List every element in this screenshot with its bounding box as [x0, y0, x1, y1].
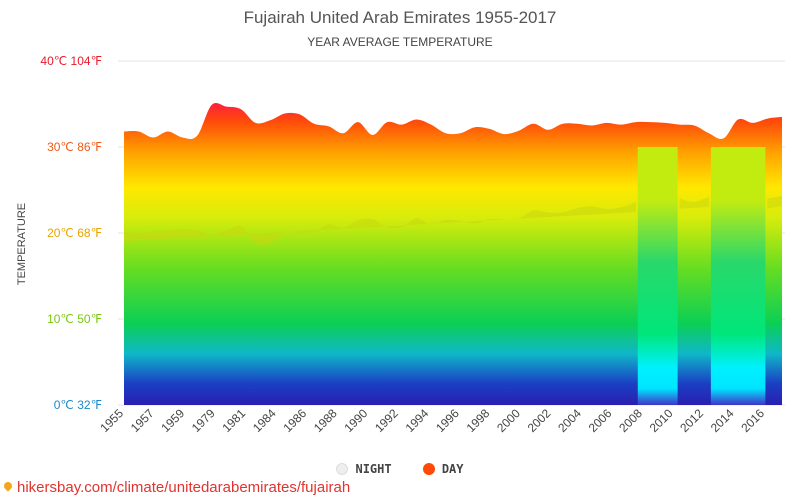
x-tick-label: 2006 [586, 406, 615, 435]
night-series-band [679, 196, 709, 209]
map-pin-icon [2, 480, 14, 492]
y-tick-labels: 0℃ 32℉ 10℃ 50℉ 20℃ 68℉ 30℃ 86℉ 40℃ 104℉ [40, 54, 102, 412]
night-marker-icon [336, 463, 349, 475]
x-tick-label: 1998 [464, 406, 493, 435]
night-series-band [767, 196, 782, 209]
x-tick-label: 1979 [189, 406, 218, 435]
legend-item-night[interactable]: NIGHT [336, 462, 392, 476]
y-tick-label: 30℃ 86℉ [47, 140, 102, 154]
legend-label-day: DAY [441, 462, 464, 476]
chart-subtitle: YEAR AVERAGE TEMPERATURE [307, 35, 493, 49]
x-tick-label: 1981 [219, 406, 248, 435]
series-areas [124, 102, 782, 406]
source-url: hikersbay.com/climate/unitedarabemirates… [17, 479, 351, 496]
y-tick-label: 40℃ 104℉ [40, 54, 102, 68]
y-tick-label: 0℃ 32℉ [54, 398, 102, 412]
source-link[interactable]: hikersbay.com/climate/unitedarabemirates… [2, 479, 351, 496]
y-tick-label: 20℃ 68℉ [47, 226, 102, 240]
x-tick-label: 1994 [403, 406, 432, 435]
x-tick-label: 1988 [311, 406, 340, 435]
day-marker-icon [422, 463, 435, 475]
day-series-area [124, 102, 782, 406]
x-tick-label: 1992 [372, 406, 401, 435]
y-tick-label: 10℃ 50℉ [47, 312, 102, 326]
x-tick-label: 1996 [433, 406, 462, 435]
night-series-band [124, 202, 636, 246]
x-tick-label: 2010 [647, 406, 676, 435]
x-tick-label: 2012 [677, 406, 706, 435]
x-tick-label: 1984 [250, 406, 279, 435]
temperature-chart: 0℃ 32℉ 10℃ 50℉ 20℃ 68℉ 30℃ 86℉ 40℃ 104℉ 1955… [40, 54, 785, 435]
chart-title: Fujairah United Arab Emirates 1955-2017 [243, 8, 557, 27]
x-tick-label: 1957 [128, 406, 157, 435]
night-data-gap [637, 147, 678, 405]
legend: NIGHT DAY [0, 462, 800, 478]
x-tick-label: 1959 [158, 406, 187, 435]
x-tick-label: 1986 [280, 406, 309, 435]
x-tick-label: 2016 [738, 406, 767, 435]
legend-item-day[interactable]: DAY [422, 462, 464, 476]
legend-label-night: NIGHT [355, 462, 392, 476]
x-tick-label: 1990 [342, 406, 371, 435]
night-data-gap [710, 147, 766, 405]
x-tick-label: 2008 [616, 406, 645, 435]
x-tick-label: 2004 [555, 406, 584, 435]
x-tick-labels: 1955 1957 1959 1979 1981 1984 1986 1988 1990 1992… [97, 406, 767, 435]
x-tick-label: 2002 [525, 406, 554, 435]
x-tick-label: 2000 [494, 406, 523, 435]
x-tick-label: 2014 [708, 406, 737, 435]
